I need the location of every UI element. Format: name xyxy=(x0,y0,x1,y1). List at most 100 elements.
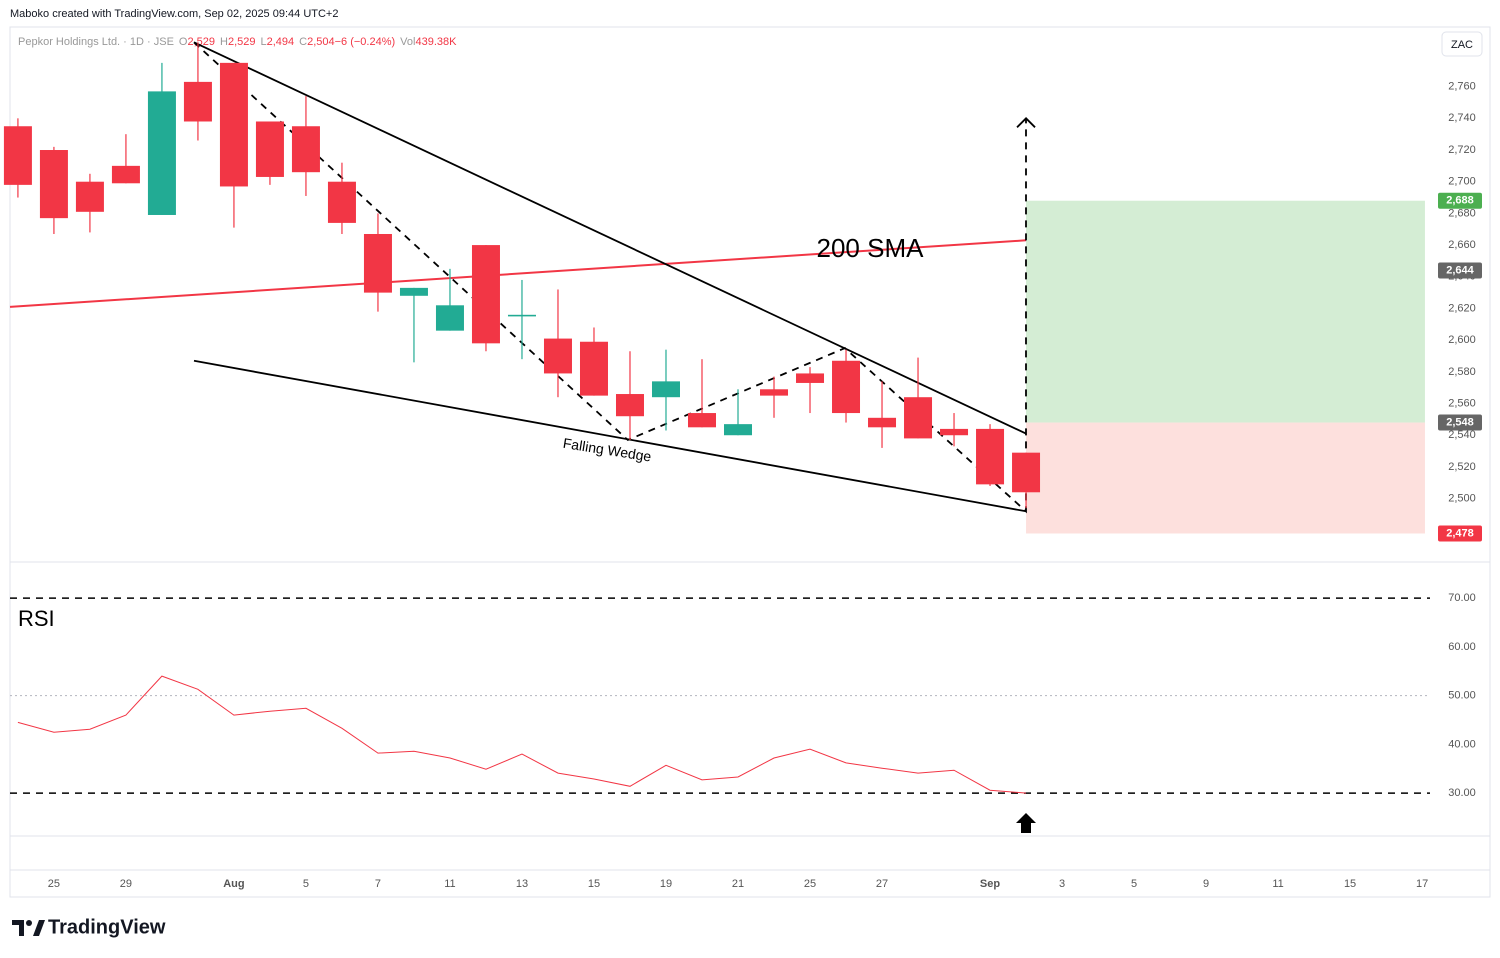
header: Pepkor Holdings Ltd. · 1D · JSE O2,529 H2,… xyxy=(18,36,457,48)
price-badge-label: 2,644 xyxy=(1446,264,1474,276)
y-tick-label: 30.00 xyxy=(1448,787,1476,799)
x-tick-label: 21 xyxy=(732,878,744,890)
candle-body xyxy=(868,417,897,428)
candle-body xyxy=(507,314,536,317)
sma-label: 200 SMA xyxy=(817,233,925,263)
candle-body xyxy=(39,150,68,219)
candle-body xyxy=(832,360,861,414)
plot: Pepkor Holdings Ltd. · 1D · JSE O2,529 H2,… xyxy=(3,36,1482,890)
candle-body xyxy=(291,126,320,173)
frame xyxy=(9,26,1491,898)
x-tick-label: 25 xyxy=(804,878,816,890)
candle-body xyxy=(147,91,176,215)
field-value: 2,529 xyxy=(187,36,215,48)
x-tick-label: 5 xyxy=(303,878,309,890)
sma-line xyxy=(9,239,1027,308)
x-tick-label: Aug xyxy=(223,878,244,890)
x-tick-label: 3 xyxy=(1059,878,1065,890)
candle-body xyxy=(183,81,212,122)
field-value: 439.38K xyxy=(415,36,457,48)
wedge-line xyxy=(193,41,1027,435)
arrow-icon xyxy=(1016,813,1036,833)
x-tick-label: 5 xyxy=(1131,878,1137,890)
brand-logo xyxy=(12,920,45,936)
candle-body xyxy=(219,62,248,187)
y-tick-label: 2,700 xyxy=(1448,176,1476,188)
y-tick-label: 2,760 xyxy=(1448,81,1476,93)
x-tick-label: 27 xyxy=(876,878,888,890)
price-badge xyxy=(1438,414,1482,431)
field-label: L xyxy=(260,36,266,48)
rsi-line xyxy=(17,675,1027,794)
y-tick-label: 2,740 xyxy=(1448,112,1476,124)
y-tick-label: 2,600 xyxy=(1448,334,1476,346)
rsi-title: RSI xyxy=(18,606,55,631)
candle-body xyxy=(796,373,825,383)
x-tick-label: 19 xyxy=(660,878,672,890)
currency-box[interactable] xyxy=(1441,31,1483,57)
candle-body xyxy=(327,181,356,223)
brand: TradingView xyxy=(48,916,166,938)
candle-body xyxy=(75,181,104,212)
currency: ZAC xyxy=(1451,39,1473,51)
y-tick-label: 2,560 xyxy=(1448,397,1476,409)
symbol: Pepkor Holdings Ltd. · 1D · JSE xyxy=(18,36,174,48)
logo-shape xyxy=(12,920,24,936)
candle-body xyxy=(363,233,392,293)
candle-body xyxy=(3,126,32,185)
x-tick-label: 17 xyxy=(1416,878,1428,890)
x-tick-label: 11 xyxy=(444,878,455,890)
candle-body xyxy=(1012,452,1041,493)
candle-body xyxy=(471,245,500,344)
field-value: 2,504 xyxy=(307,36,335,48)
price-badge xyxy=(1438,192,1482,209)
x-tick-label: 25 xyxy=(48,878,60,890)
candle-body xyxy=(724,424,753,436)
candle-body xyxy=(579,341,608,396)
x-tick-label: 15 xyxy=(588,878,600,890)
x-tick-label: Sep xyxy=(980,878,1000,890)
price-badge-label: 2,688 xyxy=(1446,195,1474,207)
price-badge xyxy=(1438,525,1482,542)
field-label: C xyxy=(299,36,307,48)
x-tick-label: 29 xyxy=(120,878,132,890)
field-value: 2,494 xyxy=(267,36,295,48)
candle-body xyxy=(760,389,789,396)
candle-body xyxy=(435,305,464,331)
price-badge-label: 2,548 xyxy=(1446,416,1474,428)
y-tick-label: 2,540 xyxy=(1448,429,1476,441)
y-tick-label: 2,500 xyxy=(1448,493,1476,505)
x-tick-label: 7 xyxy=(375,878,381,890)
y-tick-label: 2,720 xyxy=(1448,144,1476,156)
x-tick-label: 15 xyxy=(1344,878,1356,890)
candle-body xyxy=(399,287,428,296)
profit-zone xyxy=(1026,200,1425,423)
logo-shape xyxy=(26,920,32,926)
candle-body xyxy=(976,428,1005,485)
y-tick-label: 2,660 xyxy=(1448,239,1476,251)
candle-body xyxy=(543,338,572,374)
candle-body xyxy=(651,381,680,398)
y-tick-label: 2,580 xyxy=(1448,366,1476,378)
x-tick-label: 11 xyxy=(1272,878,1283,890)
watermark: Maboko created with TradingView.com, Sep… xyxy=(10,8,338,20)
x-tick-label: 9 xyxy=(1203,878,1209,890)
candle-body xyxy=(687,413,716,428)
field-value: 2,529 xyxy=(228,36,256,48)
y-tick-label: 50.00 xyxy=(1448,690,1476,702)
field-label: Vol xyxy=(400,36,415,48)
field-value: −6 (−0.24%) xyxy=(335,36,396,48)
y-tick-label: 2,680 xyxy=(1448,207,1476,219)
field-label: O xyxy=(179,36,188,48)
candle-body xyxy=(111,165,140,184)
price-badge xyxy=(1438,262,1482,279)
x-tick-label: 13 xyxy=(516,878,528,890)
y-tick-label: 2,620 xyxy=(1448,302,1476,314)
price-badge-label: 2,478 xyxy=(1446,527,1474,539)
y-tick-label: 60.00 xyxy=(1448,641,1476,653)
wedge-line xyxy=(193,359,1027,513)
loss-zone xyxy=(1026,422,1425,534)
candle-body xyxy=(904,397,933,439)
field-label: H xyxy=(220,36,228,48)
